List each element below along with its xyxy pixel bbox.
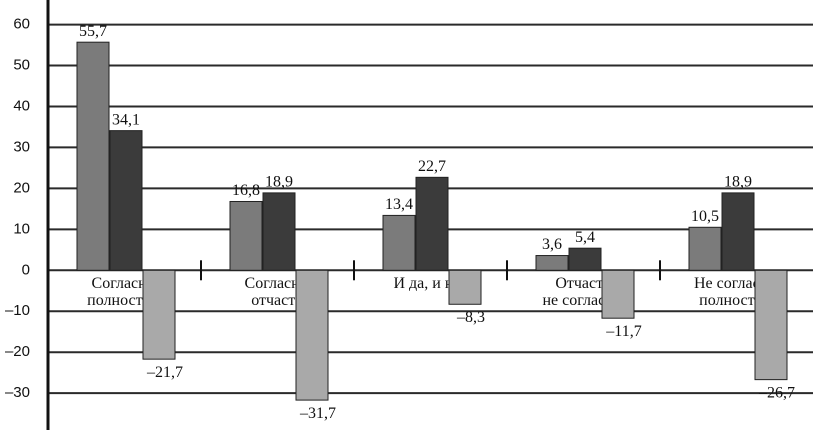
bar bbox=[535, 255, 569, 271]
bar bbox=[142, 269, 176, 360]
y-tick-label: 40 bbox=[13, 97, 30, 114]
value-label: 34,1 bbox=[112, 111, 140, 128]
bar bbox=[601, 269, 635, 319]
y-tick-label: –20 bbox=[5, 343, 30, 360]
y-tick-label: –30 bbox=[5, 384, 30, 401]
y-tick-label: 20 bbox=[13, 179, 30, 196]
value-label: 18,9 bbox=[265, 174, 293, 191]
bar bbox=[754, 269, 788, 381]
y-tick-label: 30 bbox=[13, 138, 30, 155]
bar bbox=[568, 247, 602, 271]
value-label: –8,3 bbox=[456, 309, 485, 326]
value-label: 10,5 bbox=[691, 208, 719, 225]
bar bbox=[295, 269, 329, 401]
y-tick-label: 50 bbox=[13, 56, 30, 73]
value-label: 22,7 bbox=[418, 158, 446, 175]
bar bbox=[415, 176, 449, 271]
bar bbox=[109, 130, 143, 271]
x-tick-label: Согласны bbox=[245, 275, 311, 292]
value-label: 55,7 bbox=[79, 23, 107, 40]
value-label: 3,6 bbox=[542, 236, 562, 253]
y-tick-label: 10 bbox=[13, 220, 30, 237]
bar bbox=[688, 226, 722, 271]
bar bbox=[229, 200, 263, 271]
bar bbox=[448, 269, 482, 305]
x-tick-label: отчасти bbox=[251, 292, 304, 309]
x-tick-label: Согласны bbox=[92, 275, 158, 292]
value-label: –21,7 bbox=[146, 364, 183, 381]
value-label: –31,7 bbox=[299, 405, 336, 422]
y-tick-label: 0 bbox=[22, 261, 30, 278]
y-tick-label: –10 bbox=[5, 302, 30, 319]
bar bbox=[76, 41, 110, 271]
value-label: 18,9 bbox=[724, 174, 752, 191]
value-label: 5,4 bbox=[575, 229, 595, 246]
x-tick-label: Отчасти bbox=[555, 275, 612, 292]
value-label: 13,4 bbox=[385, 196, 413, 213]
bar bbox=[382, 214, 416, 271]
y-tick-label: 60 bbox=[13, 16, 30, 33]
value-label: –26,7 bbox=[758, 384, 795, 401]
bar bbox=[721, 192, 755, 271]
bar bbox=[262, 192, 296, 271]
value-label: 16,8 bbox=[232, 182, 260, 199]
value-label: –11,7 bbox=[605, 323, 641, 340]
